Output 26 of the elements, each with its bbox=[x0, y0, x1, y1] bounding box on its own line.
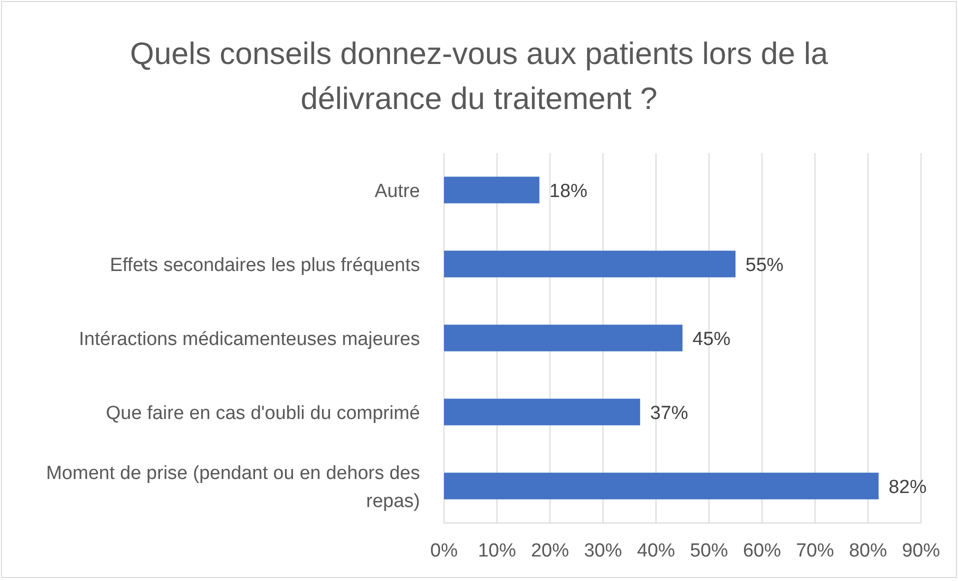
x-tick-label: 40% bbox=[636, 540, 676, 562]
data-label: 55% bbox=[746, 255, 784, 276]
bar bbox=[444, 324, 682, 352]
bar bbox=[444, 250, 736, 278]
data-label: 18% bbox=[549, 181, 588, 202]
data-label: 82% bbox=[888, 477, 927, 498]
x-tick-label: 50% bbox=[690, 540, 728, 562]
y-tick-label: Autre bbox=[374, 181, 420, 202]
bar bbox=[444, 472, 879, 500]
y-tick-label: Effets secondaires les plus fréquents bbox=[110, 255, 420, 276]
x-tick-label: 30% bbox=[584, 540, 622, 562]
y-tick-label: Intéractions médicamenteuses majeures bbox=[78, 329, 420, 350]
bar bbox=[444, 398, 640, 426]
x-tick-label: 90% bbox=[902, 540, 940, 562]
x-tick-label: 0% bbox=[430, 540, 458, 562]
x-tick-label: 70% bbox=[796, 540, 834, 562]
x-tick-label: 60% bbox=[742, 540, 782, 562]
x-tick-label: 10% bbox=[478, 540, 516, 562]
y-tick-label: Moment de prise (pendant ou en dehors des repas) bbox=[46, 463, 420, 512]
bar bbox=[444, 176, 540, 204]
chart-title: Quels conseils donnez-vous aux patients lors de la délivrance du traitement ? bbox=[130, 36, 829, 116]
x-tick-label: 80% bbox=[848, 540, 888, 562]
y-tick-label: Que faire en cas d'oubli du comprimé bbox=[106, 403, 420, 424]
data-label: 37% bbox=[650, 403, 688, 424]
x-tick-label: 20% bbox=[530, 540, 570, 562]
data-label: 45% bbox=[692, 329, 731, 350]
